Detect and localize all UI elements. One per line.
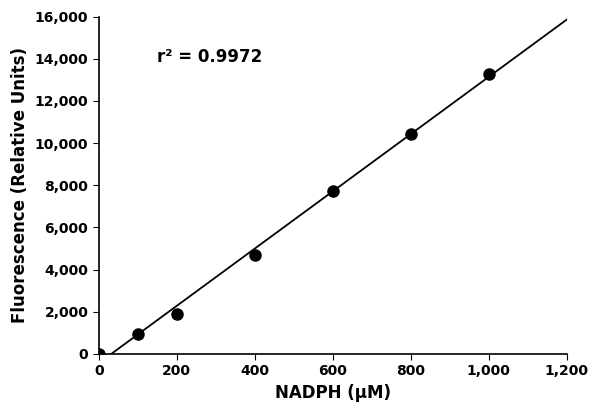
Y-axis label: Fluorescence (Relative Units): Fluorescence (Relative Units) <box>11 47 29 323</box>
Text: r² = 0.9972: r² = 0.9972 <box>157 48 262 66</box>
Point <box>484 70 494 77</box>
X-axis label: NADPH (μM): NADPH (μM) <box>275 384 391 402</box>
Point <box>250 252 260 258</box>
Point <box>133 330 143 337</box>
Point <box>328 187 338 194</box>
Point <box>94 351 104 357</box>
Point <box>406 131 416 137</box>
Point <box>172 311 182 317</box>
